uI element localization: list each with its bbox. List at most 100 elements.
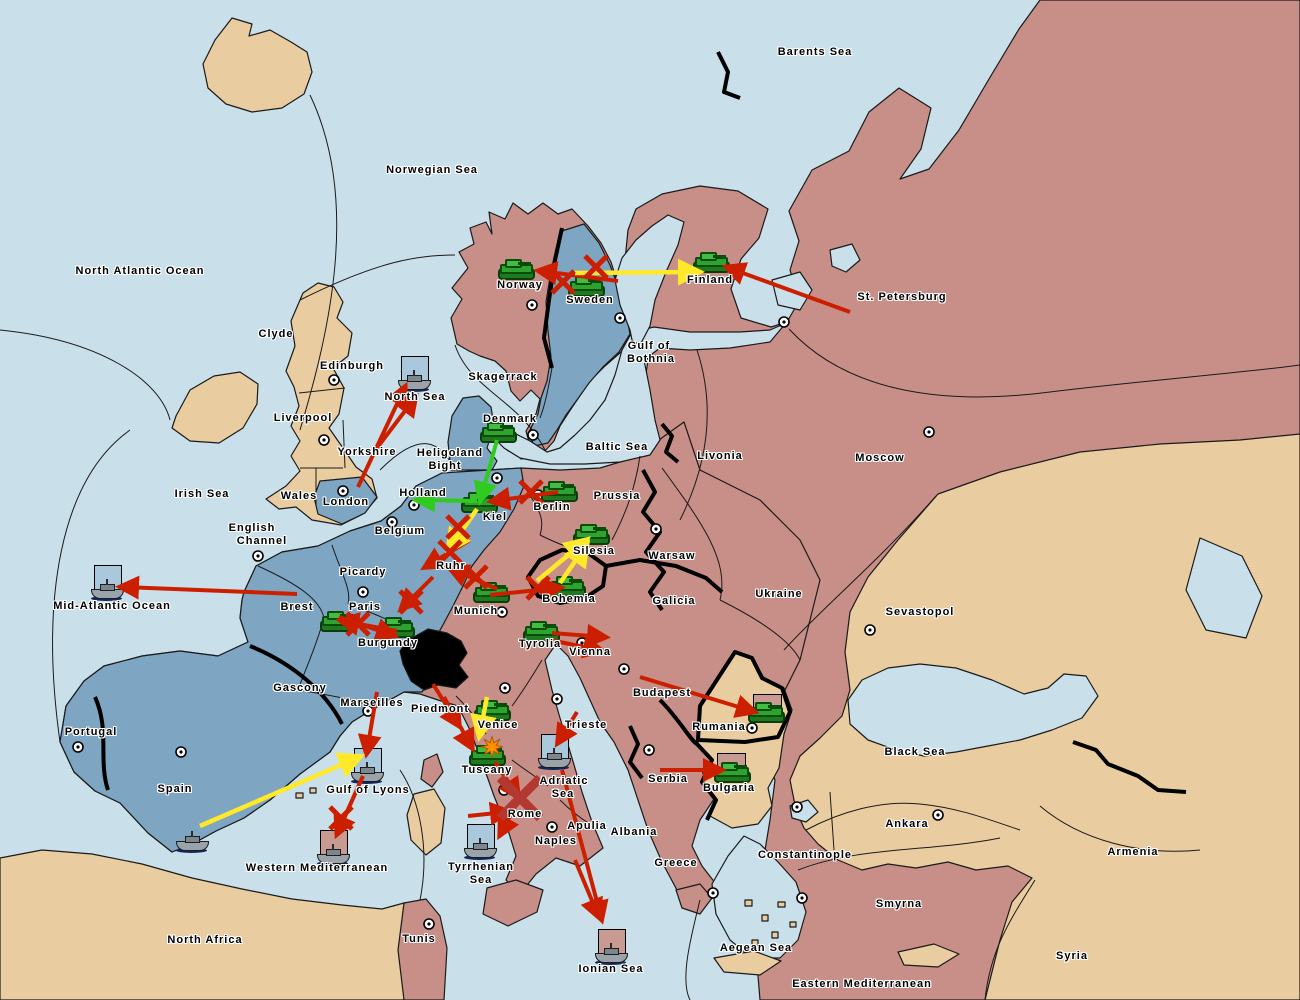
big-failure-x-mark <box>496 774 544 822</box>
supply-center-dot-core <box>530 303 534 307</box>
supply-center-dot-core <box>618 316 622 320</box>
supply-center-dot-core <box>654 527 658 531</box>
explosion-icon <box>480 735 504 759</box>
fleet-unit[interactable] <box>595 929 628 965</box>
red-order-arrow <box>356 381 409 488</box>
ship-mast <box>332 844 334 850</box>
supply-center-dot-core <box>500 610 504 614</box>
army-unit[interactable] <box>541 481 578 502</box>
tank-barrel <box>588 279 601 282</box>
failure-x-mark <box>463 564 489 590</box>
supply-center-dot-core <box>750 726 754 730</box>
red-order-arrow <box>551 623 611 648</box>
supply-center-dot-core <box>179 750 183 754</box>
failure-x-mark <box>550 269 576 295</box>
sea-black-sea <box>847 663 1099 757</box>
fleet-unit[interactable] <box>464 824 497 860</box>
tank-barrel <box>543 624 556 627</box>
tank-barrel <box>734 765 747 768</box>
thin-borders <box>0 94 1300 1000</box>
sea-caspian-edge <box>1185 537 1263 639</box>
ship-mast <box>366 762 368 768</box>
red-order-arrow <box>549 635 607 659</box>
supply-center-dot-core <box>361 590 365 594</box>
red-order-arrow <box>489 577 566 602</box>
land-london-region <box>313 476 378 525</box>
failure-x-mark <box>437 539 463 565</box>
tank-barrel <box>493 585 506 588</box>
failure-x-mark <box>445 514 471 540</box>
supply-center-dot-core <box>936 813 940 817</box>
ship-mast <box>479 838 481 844</box>
failure-x-mark <box>398 589 424 615</box>
tank-barrel <box>569 579 582 582</box>
fleet-unit[interactable] <box>176 817 209 853</box>
red-order-arrow <box>115 575 298 600</box>
red-order-arrow <box>554 710 579 748</box>
supply-center-dot-core <box>531 433 535 437</box>
land-corsica <box>420 753 444 788</box>
tank-barrel <box>398 620 411 623</box>
red-order-arrow <box>357 691 382 759</box>
tank-barrel <box>500 425 513 428</box>
red-order-arrow <box>560 769 609 925</box>
tank-barrel <box>768 705 781 708</box>
land-peloponnese <box>675 883 713 915</box>
supply-center-dot-core <box>503 686 507 690</box>
red-order-arrow <box>431 682 463 731</box>
red-order-arrow <box>639 675 760 718</box>
supply-center-dot-core <box>647 748 651 752</box>
land-sicily <box>482 879 544 927</box>
failure-x-mark <box>345 611 371 637</box>
red-order-arrow <box>372 392 419 454</box>
supply-center-dot-core <box>927 430 931 434</box>
tank-barrel <box>593 527 606 530</box>
land-crete <box>713 950 782 976</box>
failure-x-mark <box>518 479 544 505</box>
red-order-arrow <box>721 262 851 314</box>
red-order-arrow <box>338 615 400 642</box>
sea-lake-onega <box>829 243 861 273</box>
army-unit[interactable] <box>498 259 535 280</box>
supply-center-dot-core <box>555 697 559 701</box>
land-iceland <box>202 17 313 113</box>
yellow-order-arrow <box>444 507 479 556</box>
yellow-order-arrow <box>574 258 705 286</box>
sea-baltic <box>493 322 787 465</box>
supply-center-dot-core <box>366 709 370 713</box>
army-unit[interactable] <box>573 524 610 545</box>
supply-center-dot-core <box>427 922 431 926</box>
green-order-arrow <box>473 439 499 506</box>
red-order-arrow <box>333 775 365 840</box>
failure-x-mark <box>525 575 551 601</box>
army-unit[interactable] <box>568 276 605 297</box>
tank-barrel <box>494 703 507 706</box>
yellow-order-arrow <box>199 752 366 829</box>
supply-center-dot-core <box>782 320 786 324</box>
yellow-order-arrow <box>558 539 591 585</box>
supply-center-dot-core <box>341 489 345 493</box>
supply-center-dot-core <box>800 896 804 900</box>
ship-mast <box>610 943 612 949</box>
land-switzerland <box>399 628 469 691</box>
supply-center-dot-core <box>390 520 394 524</box>
ship-mast <box>553 748 555 754</box>
green-order-arrow <box>411 488 478 513</box>
army-unit[interactable] <box>523 621 560 642</box>
fleet-unit[interactable] <box>398 356 431 392</box>
tank-barrel <box>518 262 531 265</box>
supply-center-dot-core <box>622 667 626 671</box>
tank-barrel <box>713 255 726 258</box>
ship-mast <box>191 831 193 837</box>
yellow-order-arrow <box>470 696 497 742</box>
sea-aegean <box>711 835 807 959</box>
supply-center-dot-core <box>711 891 715 895</box>
supply-center-dot-core <box>332 378 336 382</box>
land-denmark <box>447 395 498 471</box>
supply-center-dot-core <box>322 438 326 442</box>
land-aegean-islands <box>295 787 797 946</box>
supply-center-dot-core <box>495 476 499 480</box>
land-ireland <box>171 371 259 444</box>
